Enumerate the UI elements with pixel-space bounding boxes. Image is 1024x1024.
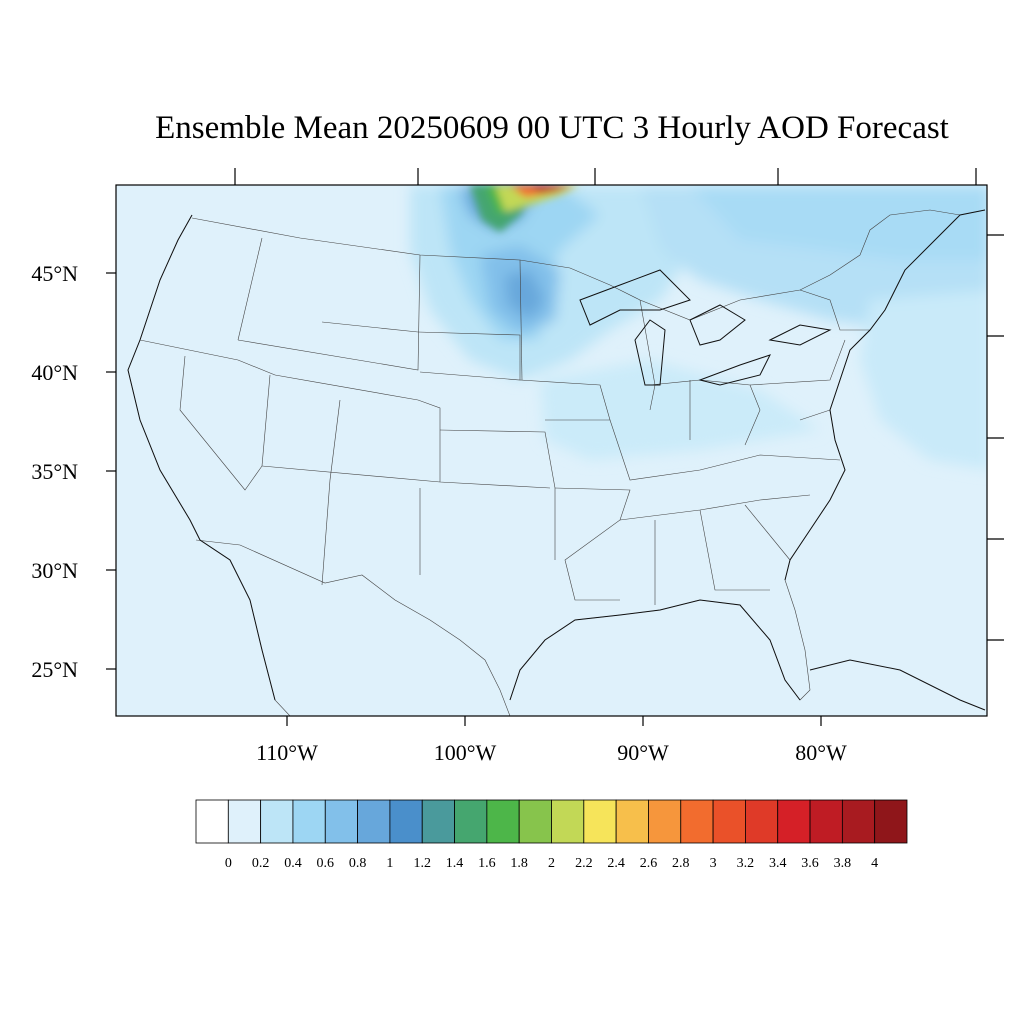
colorbar-label: 0.2 [252, 856, 270, 871]
colorbar-swatch [292, 799, 326, 844]
colorbar-label: 1 [386, 856, 393, 871]
colorbar-swatch [195, 799, 229, 844]
longitude-labels: 110°W 100°W 90°W 80°W [256, 740, 847, 765]
colorbar-swatch [324, 799, 358, 844]
lat-label-45: 45°N [31, 261, 78, 286]
colorbar-swatch [454, 799, 488, 844]
colorbar-swatch [809, 799, 843, 844]
colorbar-label: 3.4 [769, 856, 787, 871]
colorbar-swatch [745, 799, 779, 844]
colorbar-label: 2 [548, 856, 555, 871]
colorbar-label: 1.8 [510, 856, 528, 871]
axis-ticks [106, 168, 1004, 726]
colorbar-swatch [680, 799, 714, 844]
lon-label-90w: 90°W [617, 740, 669, 765]
lat-label-40: 40°N [31, 360, 78, 385]
lon-label-80w: 80°W [795, 740, 847, 765]
latitude-labels: 45°N 40°N 35°N 30°N 25°N [31, 261, 78, 682]
colorbar-swatch [874, 799, 908, 844]
coastlines [127, 209, 986, 711]
colorbar-swatch [583, 799, 617, 844]
lat-label-30: 30°N [31, 558, 78, 583]
colorbar-label: 1.6 [478, 856, 496, 871]
colorbar-swatch [421, 799, 455, 844]
colorbar-label: 3.8 [834, 856, 852, 871]
colorbar-swatch [551, 799, 585, 844]
lat-label-25: 25°N [31, 657, 78, 682]
colorbar-swatch [227, 799, 262, 844]
colorbar-label: 1.4 [446, 856, 464, 871]
colorbar [195, 799, 908, 844]
colorbar-swatch [518, 799, 552, 844]
lat-label-35: 35°N [31, 459, 78, 484]
colorbar-label: 2.6 [640, 856, 658, 871]
colorbar-label: 3.6 [801, 856, 819, 871]
colorbar-label: 2.8 [672, 856, 690, 871]
colorbar-swatch [389, 799, 423, 844]
chart-title: Ensemble Mean 20250609 00 UTC 3 Hourly A… [155, 110, 949, 146]
colorbar-label: 0.6 [317, 856, 335, 871]
colorbar-label: 2.2 [575, 856, 593, 871]
colorbar-swatch [712, 799, 746, 844]
colorbar-swatch [615, 799, 649, 844]
lon-label-100w: 100°W [434, 740, 497, 765]
colorbar-label: 0 [225, 856, 232, 871]
lon-label-110w: 110°W [256, 740, 318, 765]
colorbar-label: 0.8 [349, 856, 367, 871]
colorbar-label: 3 [710, 856, 717, 871]
colorbar-swatch [777, 799, 811, 844]
colorbar-swatch [841, 799, 876, 844]
colorbar-swatch [648, 799, 682, 844]
colorbar-label: 4 [871, 856, 878, 871]
map-frame [115, 184, 988, 717]
colorbar-labels: 0 0.2 0.4 0.6 0.8 1 1.2 1.4 1.6 1.8 2 2.2 2.4 2.6 2.8 3… [225, 856, 878, 871]
colorbar-label: 1.2 [413, 856, 431, 871]
colorbar-label: 3.2 [737, 856, 755, 871]
aod-field [116, 185, 987, 716]
colorbar-swatch [357, 799, 391, 844]
colorbar-label: 2.4 [607, 856, 625, 871]
aod-hotspot [470, 185, 580, 232]
colorbar-label: 0.4 [284, 856, 302, 871]
colorbar-swatch [486, 799, 520, 844]
colorbar-swatch [260, 799, 294, 844]
